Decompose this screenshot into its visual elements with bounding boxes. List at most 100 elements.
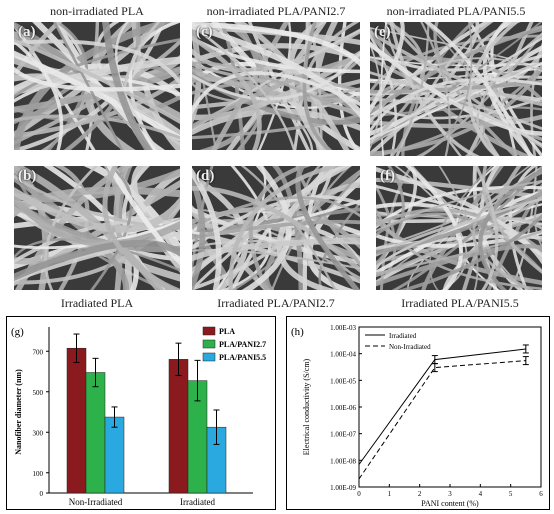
fiber: [370, 26, 532, 156]
legend-label: PLA/PANI2.7: [219, 340, 266, 349]
fiber: [376, 212, 542, 274]
caption-e: non-irradiated PLA/PANI5.5: [386, 4, 526, 18]
legend-label: PLA/PANI5.5: [219, 353, 266, 362]
plot-frame: [358, 326, 542, 488]
fiber: [481, 166, 542, 274]
caption-f: Irradiated PLA/PANI5.5: [401, 296, 519, 310]
fiber: [264, 169, 360, 290]
fiber: [192, 50, 360, 121]
fiber: [376, 180, 542, 250]
line-chart: (h) 1.00E-09 1.00E-08 1.00E-07 1.00E-06 1.00E…: [291, 324, 543, 508]
fiber: [192, 166, 214, 275]
fiber: [370, 22, 542, 147]
fiber: [370, 30, 542, 107]
fiber: [14, 66, 180, 92]
x-category-label: Non-Irradiated: [69, 497, 123, 507]
fiber: [376, 190, 542, 255]
fiber: [370, 97, 542, 147]
fiber: [370, 42, 382, 151]
fiber: [192, 166, 353, 279]
fiber: [370, 63, 542, 156]
fiber: [295, 166, 360, 290]
fiber: [508, 166, 537, 290]
caption-c: non-irradiated PLA/PANI2.7: [206, 4, 346, 18]
x-category-label: Irradiated: [180, 497, 215, 507]
y-tick-label: 700: [33, 348, 44, 356]
fiber: [14, 186, 180, 233]
x-tick-label: 2: [418, 490, 422, 498]
fiber: [370, 36, 542, 141]
fiber: [474, 166, 499, 290]
fiber: [424, 22, 533, 156]
fiber: [376, 166, 405, 266]
fiber: [370, 77, 542, 134]
fiber: [192, 167, 222, 290]
fiber: [370, 62, 542, 141]
fiber: [376, 197, 542, 269]
series-line: [358, 360, 526, 480]
caption-b: Irradiated PLA: [60, 296, 134, 310]
fiber: [14, 114, 180, 140]
fiber: [14, 22, 63, 80]
panel-label-c: (c): [196, 24, 213, 40]
caption-d: Irradiated PLA/PANI2.7: [217, 296, 335, 310]
sem-image-d: (d): [192, 166, 360, 290]
legend-label: PLA: [219, 327, 235, 336]
fiber: [115, 22, 160, 150]
panel-label-e: (e): [374, 24, 391, 40]
fiber: [192, 35, 262, 150]
legend-label: Irradiated: [389, 332, 417, 340]
fiber: [14, 76, 180, 139]
fiber: [192, 22, 360, 67]
fiber: [467, 22, 520, 156]
x-tick-label: 5: [509, 490, 513, 498]
sem-image-b: (b): [14, 166, 180, 290]
fiber: [14, 38, 64, 150]
fiber: [102, 22, 153, 150]
fiber: [370, 57, 542, 109]
panel-label-d: (d): [196, 168, 215, 184]
bar: [66, 347, 87, 494]
bar: [168, 359, 189, 494]
fiber: [192, 219, 360, 240]
fiber: [192, 51, 360, 101]
legend-swatch: [202, 352, 216, 362]
fiber: [376, 191, 542, 275]
fiber: [370, 22, 405, 114]
fiber: [415, 22, 473, 156]
sem-image-f: (f): [376, 166, 542, 290]
bar: [85, 372, 106, 494]
y-tick-label: 1.00E-06: [330, 404, 356, 412]
fiber: [478, 168, 542, 290]
x-axis-title: PANI content (%): [421, 499, 479, 508]
y-tick-label: 1.00E-08: [330, 457, 356, 465]
fiber: [241, 166, 292, 290]
fiber: [14, 239, 180, 282]
series-line: [358, 348, 526, 465]
y-tick-label: 500: [33, 389, 44, 397]
x-tick-label: 1: [388, 490, 392, 498]
caption-a: non-irradiated PLA: [50, 4, 144, 18]
y-tick-label: 1.00E-05: [330, 377, 356, 385]
sem-image-c: (c): [192, 22, 360, 150]
x-tick-label: 0: [357, 490, 361, 498]
fiber: [302, 166, 329, 290]
sem-image-a: (a): [14, 22, 180, 150]
panel-label-f: (f): [380, 168, 395, 184]
fiber: [192, 205, 271, 290]
y-tick-label: 1.00E-03: [330, 324, 356, 332]
fiber: [14, 39, 180, 88]
y-tick-label: 0: [40, 490, 44, 498]
fiber: [192, 22, 360, 118]
fiber: [370, 71, 542, 131]
legend-label: Non-Irradiated: [389, 343, 431, 351]
fiber: [376, 179, 542, 233]
fiber: [398, 213, 542, 290]
fiber: [43, 166, 139, 290]
x-tick-label: 3: [448, 490, 452, 498]
fiber: [389, 22, 481, 156]
panel-label-a: (a): [18, 24, 36, 40]
panel-label-b: (b): [18, 168, 37, 184]
fiber: [192, 28, 360, 132]
legend-swatch: [202, 326, 216, 336]
